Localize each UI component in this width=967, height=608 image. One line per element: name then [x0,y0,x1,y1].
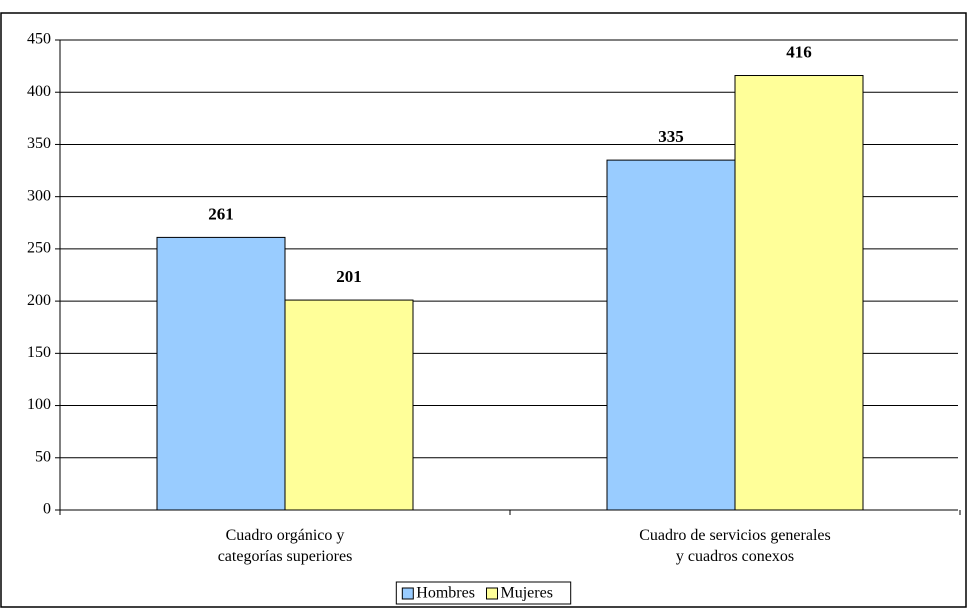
bar [606,159,736,511]
data-label: 201 [336,267,362,286]
y-tick-label: 250 [27,240,51,257]
y-tick-label: 50 [35,448,51,465]
legend: Hombres Mujeres [395,581,572,605]
bar [734,75,864,511]
data-label: 335 [658,127,684,146]
legend-label: Hombres [416,585,475,602]
x-tick-label: Cuadro orgánico y categorías superiores [217,527,353,565]
bar [156,236,286,511]
y-tick-label: 400 [27,83,51,100]
data-label: 416 [786,42,812,61]
y-tick-label: 100 [27,396,51,413]
legend-box [395,581,572,605]
legend-swatch [401,587,414,600]
legend-label: Mujeres [501,585,553,602]
data-label: 261 [208,204,234,223]
y-tick-label: 300 [27,187,51,204]
y-tick-label: 450 [27,31,51,48]
y-tick-label: 0 [43,501,51,518]
legend-swatch [486,587,498,600]
y-tick-label: 200 [27,292,51,309]
y-tick-label: 150 [27,344,51,361]
x-tick-label: Cuadro de servicios generales y cuadros … [639,527,831,565]
bar [284,299,414,511]
y-tick-label: 350 [27,135,51,152]
